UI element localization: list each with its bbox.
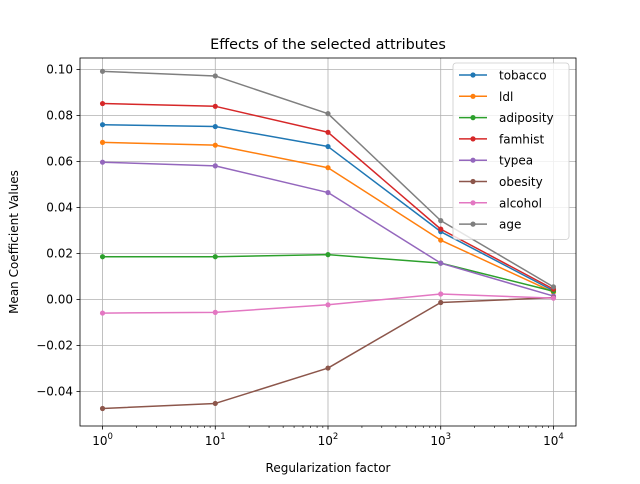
data-point-ldl: [99, 139, 106, 146]
legend-label-famhist: famhist: [499, 132, 544, 146]
data-point-age: [438, 218, 444, 224]
y-tick-label: 0.00: [46, 293, 73, 307]
legend-label-alcohol: alcohol: [499, 196, 542, 210]
legend-marker-tobacco: [470, 72, 476, 78]
y-axis-label: Mean Coefficient Values: [7, 170, 21, 314]
legend-marker-age: [470, 221, 476, 227]
data-point-ldl: [212, 142, 218, 148]
y-tick-label: 0.02: [46, 247, 73, 261]
data-point-age: [550, 284, 557, 290]
data-point-tobacco: [99, 122, 106, 128]
data-point-age: [99, 68, 106, 74]
data-point-famhist: [325, 129, 331, 135]
data-point-typea: [212, 163, 218, 169]
data-point-ldl: [438, 237, 444, 243]
data-point-alcohol: [325, 302, 331, 308]
data-point-alcohol: [212, 309, 218, 315]
legend-marker-typea: [470, 157, 476, 163]
chart-title: Effects of the selected attributes: [210, 37, 446, 53]
y-tick-label: 0.08: [46, 109, 73, 123]
x-axis-label: Regularization factor: [266, 461, 391, 475]
data-point-obesity: [99, 405, 106, 412]
data-point-tobacco: [212, 123, 218, 130]
legend-label-tobacco: tobacco: [499, 69, 547, 83]
data-point-typea: [438, 260, 444, 266]
data-point-famhist: [99, 100, 106, 107]
legend-marker-alcohol: [470, 200, 476, 206]
data-point-alcohol: [550, 295, 557, 301]
legend-label-ldl: ldl: [499, 90, 513, 104]
data-point-adiposity: [212, 254, 218, 260]
legend-marker-famhist: [470, 136, 476, 142]
data-point-adiposity: [325, 252, 331, 258]
y-tick-label: 0.06: [46, 155, 73, 169]
series-alcohol: [99, 291, 557, 316]
data-point-obesity: [325, 365, 331, 371]
x-tick-label: 101: [205, 432, 226, 448]
y-tick-label: −0.04: [36, 385, 73, 399]
x-tick-label: 102: [318, 432, 339, 448]
legend: tobacco ldl adiposity famhist typea obesity al…: [452, 62, 570, 240]
legend-label-adiposity: adiposity: [499, 111, 554, 125]
legend-marker-obesity: [470, 178, 476, 185]
legend-label-age: age: [499, 218, 521, 232]
data-point-alcohol: [99, 310, 106, 316]
legend-marker-ldl: [470, 93, 476, 99]
x-tick-label: 103: [430, 432, 451, 448]
y-tick-label: 0.04: [46, 201, 73, 215]
data-point-typea: [99, 159, 106, 165]
y-tick-label: −0.02: [36, 339, 73, 353]
data-point-adiposity: [99, 254, 106, 260]
series-age: [99, 68, 557, 290]
data-point-tobacco: [325, 143, 331, 150]
legend-label-typea: typea: [499, 154, 533, 168]
data-point-age: [325, 111, 331, 117]
data-point-age: [212, 73, 218, 79]
data-point-alcohol: [438, 291, 444, 297]
data-point-obesity: [438, 299, 444, 306]
data-point-ldl: [325, 165, 331, 171]
legend-marker-adiposity: [470, 115, 476, 121]
x-tick-label: 104: [543, 432, 564, 448]
y-tick-label: 0.10: [46, 63, 73, 77]
data-point-obesity: [212, 400, 218, 407]
data-point-famhist: [438, 226, 444, 232]
legend-label-obesity: obesity: [499, 175, 543, 189]
data-point-typea: [325, 189, 331, 196]
legend-box: [452, 62, 570, 240]
x-tick-label: 100: [92, 432, 113, 448]
data-point-famhist: [212, 103, 218, 109]
